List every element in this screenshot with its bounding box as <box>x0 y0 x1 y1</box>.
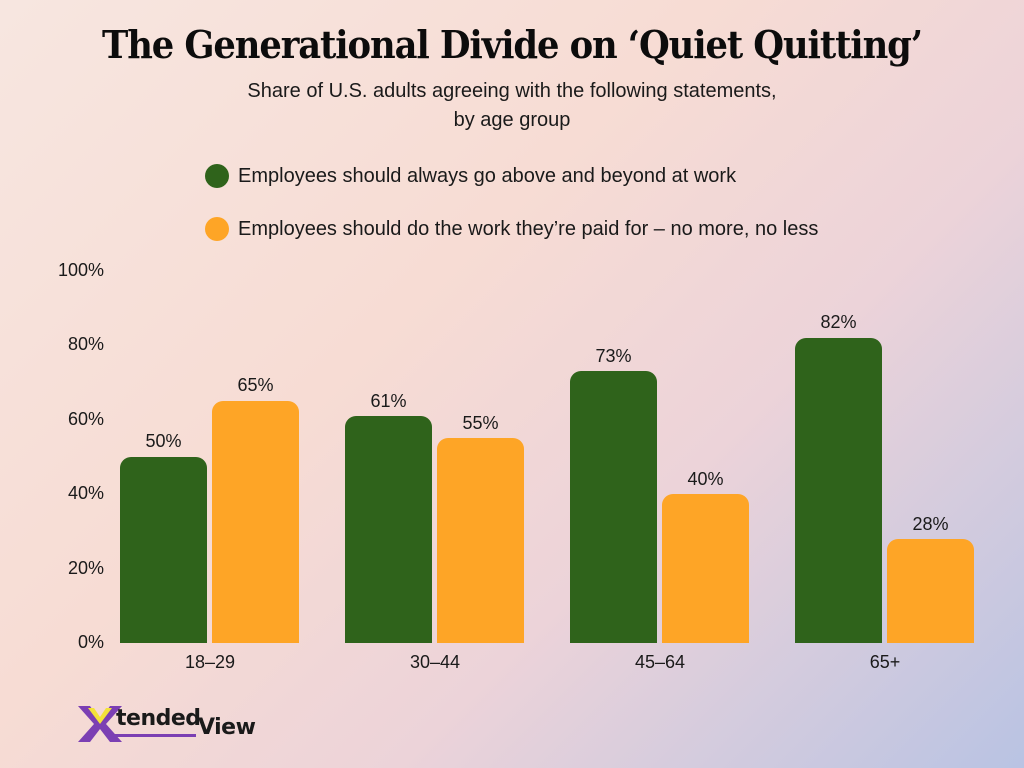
legend-item-paid-for: Employees should do the work they’re pai… <box>205 217 818 241</box>
bar-value-label: 65% <box>237 375 274 395</box>
chart-subtitle: Share of U.S. adults agreeing with the f… <box>0 77 1024 135</box>
bar-65plus-paid-for <box>887 539 974 643</box>
subtitle-line-1: Share of U.S. adults agreeing with the f… <box>247 80 777 102</box>
xtendedview-logo: tended View <box>78 702 268 742</box>
x-label-45-64: 45–64 <box>634 652 686 672</box>
subtitle-line-2: by age group <box>453 109 571 131</box>
bar-45-64-paid-for <box>662 494 749 643</box>
bar-value-label: 50% <box>145 431 182 451</box>
bar-30-44-above-and-beyond <box>345 416 432 643</box>
green-dot-icon <box>205 164 229 188</box>
chart-title: The Generational Divide on ‘Quiet Quitti… <box>102 22 923 67</box>
bar-18-29-paid-for <box>212 401 299 643</box>
legend-item-above-and-beyond: Employees should always go above and bey… <box>205 164 736 188</box>
bar-18-29-above-and-beyond <box>120 457 207 643</box>
bar-value-label: 28% <box>912 514 949 534</box>
y-tick-0: 0% <box>77 632 104 652</box>
bar-45-64-above-and-beyond <box>570 371 657 643</box>
bar-value-label: 73% <box>595 346 632 366</box>
x-mark-icon <box>78 706 196 742</box>
legend-label: Employees should do the work they’re pai… <box>238 217 819 240</box>
y-tick-40: 40% <box>67 483 104 503</box>
legend-label: Employees should always go above and bey… <box>238 164 737 187</box>
y-tick-80: 80% <box>67 334 104 354</box>
bar-value-label: 55% <box>462 413 499 433</box>
x-label-65plus: 65+ <box>869 652 901 672</box>
logo-text-view: View <box>198 715 256 740</box>
bar-65plus-above-and-beyond <box>795 338 882 643</box>
y-tick-100: 100% <box>57 260 104 280</box>
bar-value-label: 40% <box>687 469 724 489</box>
y-tick-20: 20% <box>67 558 104 578</box>
x-label-18-29: 18–29 <box>184 652 236 672</box>
logo-text-tended: tended <box>116 706 201 731</box>
y-tick-60: 60% <box>67 409 104 429</box>
x-label-30-44: 30–44 <box>409 652 461 672</box>
orange-dot-icon <box>205 217 229 241</box>
bar-value-label: 61% <box>370 391 407 411</box>
bar-30-44-paid-for <box>437 438 524 643</box>
bar-value-label: 82% <box>820 312 857 332</box>
